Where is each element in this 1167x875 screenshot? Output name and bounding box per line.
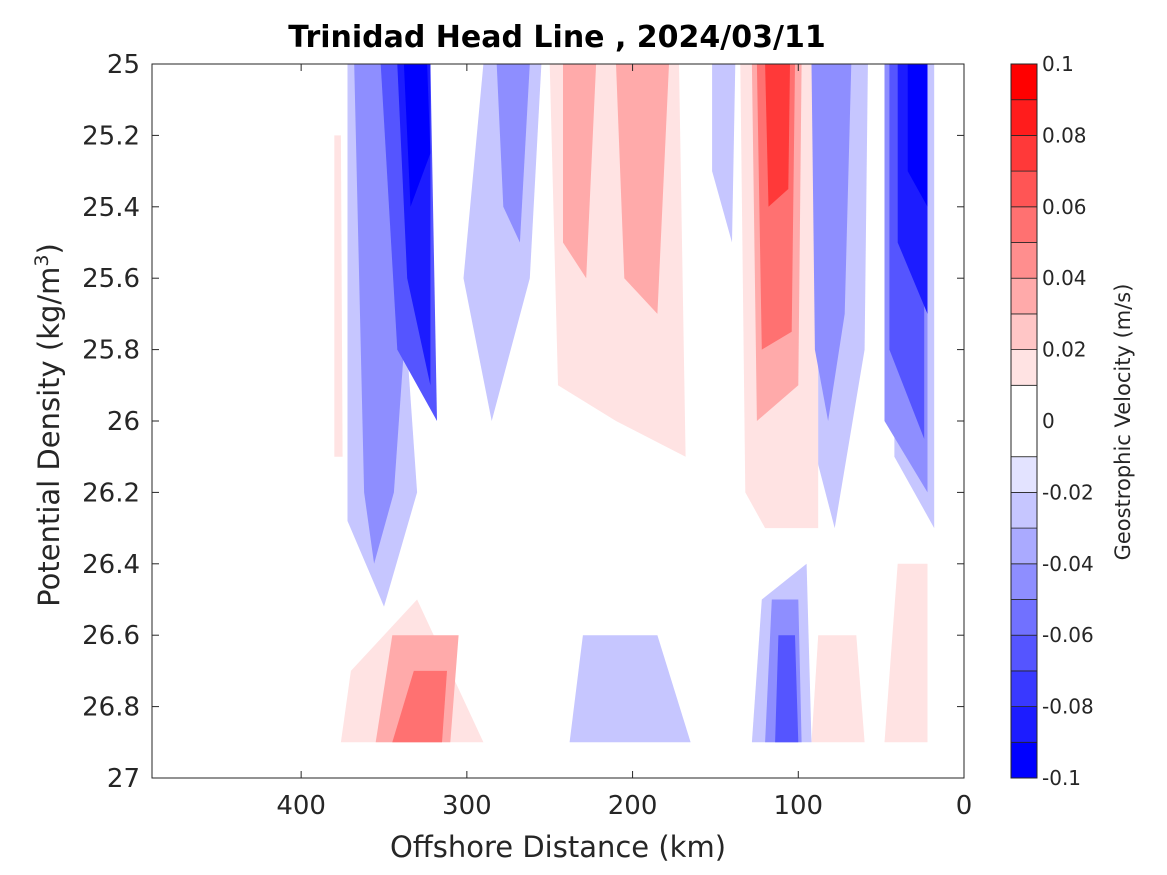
y-tick-label: 26 [107,407,140,437]
colorbar-band [1010,491,1038,529]
contour-region-31 [907,64,928,207]
contour-regions [334,64,935,743]
colorbar-band [1010,527,1038,565]
colorbar-band [1010,206,1038,243]
contour-region-15 [811,64,852,421]
colorbar-band [1010,242,1038,279]
y-tick-label: 25.6 [82,264,140,294]
colorbar-tick-label: -0.1 [1042,766,1081,790]
colorbar: 0.1 0.08 0.06 0.04 0.02 0 -0.02 -0.04 -0.06 -0.08… [1010,52,1094,790]
colorbar-band [1010,741,1038,779]
colorbar-band [1010,634,1038,672]
colorbar-tick-label: 0.08 [1042,123,1087,147]
x-tick-label: 400 [276,791,326,821]
y-tick-label: 25.4 [82,193,140,223]
contour-region-2 [712,64,736,243]
colorbar-frame [1010,63,1038,779]
colorbar-tick-label: -0.08 [1042,695,1094,719]
colorbar-tick-label: 0.1 [1042,52,1074,76]
contour-region-29 [765,64,790,207]
colorbar-band [1010,313,1038,350]
contour-region-6 [569,635,691,743]
y-tick-label: 25 [107,50,140,80]
colorbar-tick-label: 0.04 [1042,266,1087,290]
colorbar-band [1010,170,1038,208]
y-tick-label: 26.4 [82,550,140,580]
x-tick-label: 100 [773,791,823,821]
colorbar-band [1010,563,1038,600]
y-axis-label-tail: ) [32,243,66,254]
colorbar-label: Geostrophic Velocity (m/s) [1111,284,1135,561]
y-tick-label: 25.2 [82,121,140,151]
colorbar-tick-label: 0.02 [1042,338,1087,362]
colorbar-tick-label: 0 [1042,409,1055,433]
x-tick-label: 200 [608,791,658,821]
colorbar-tick-label: 0.06 [1042,195,1087,219]
colorbar-tick-label: -0.04 [1042,552,1094,576]
colorbar-tick-label: -0.06 [1042,623,1094,647]
x-tick-label: 300 [442,791,492,821]
colorbar-band [1010,63,1038,101]
colorbar-band [1010,670,1038,708]
colorbar-band [1010,277,1038,315]
colorbar-band [1010,99,1038,136]
x-tick-label: 0 [956,791,973,821]
y-tick-label: 26.6 [82,621,140,651]
contour-region-12 [884,563,928,743]
y-tick-label: 26.8 [82,693,140,723]
colorbar-band [1010,134,1038,172]
contour-region-11 [811,635,865,743]
x-axis-ticks: 400 300 200 100 0 [276,64,972,821]
colorbar-band [1010,599,1038,636]
y-tick-label: 27 [107,764,140,794]
y-tick-label: 25.8 [82,336,140,366]
y-axis-label: Potential Density (kg/m3) [31,243,66,607]
contour-region-14 [496,64,530,243]
y-axis-label-main: Potential Density (kg/m [32,267,66,607]
contour-region-26 [392,670,447,743]
colorbar-band [1010,706,1038,743]
y-axis-label-sup: 3 [31,254,53,266]
colorbar-band [1010,349,1038,386]
contour-region-7 [334,135,343,457]
colorbar-band [1010,456,1038,493]
colorbar-band [1010,384,1038,458]
chart-title: Trinidad Head Line , 2024/03/11 [288,20,825,55]
contour-region-19 [616,64,669,314]
contour-region-24 [775,635,799,743]
y-axis-ticks: 25 25.2 25.4 25.6 25.8 26 26.2 26.4 26.6 26.8 27 [82,50,964,794]
y-tick-label: 26.2 [82,478,140,508]
x-axis-label: Offshore Distance (km) [390,830,726,864]
contour-region-18 [563,64,597,279]
contour-region-30 [403,64,431,207]
colorbar-tick-label: -0.02 [1042,480,1094,504]
